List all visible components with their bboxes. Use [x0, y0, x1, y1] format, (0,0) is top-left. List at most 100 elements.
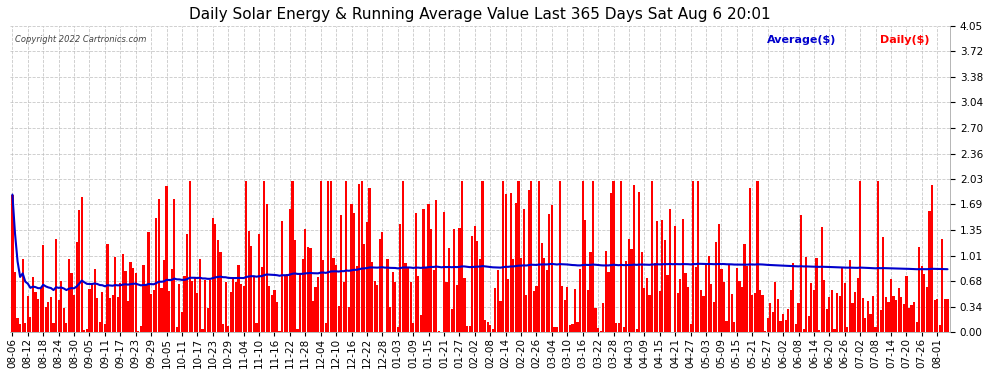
Bar	[872, 296, 874, 332]
Bar	[209, 280, 211, 332]
Bar	[533, 291, 535, 332]
Bar	[905, 276, 908, 332]
Bar	[813, 290, 815, 332]
Bar	[718, 224, 720, 332]
Bar	[764, 331, 766, 332]
Bar	[86, 329, 88, 332]
Bar	[43, 245, 45, 332]
Bar	[296, 328, 299, 332]
Bar	[494, 288, 496, 332]
Bar	[145, 285, 148, 332]
Bar	[78, 210, 80, 332]
Bar	[70, 273, 72, 332]
Bar	[65, 323, 67, 332]
Bar	[541, 243, 543, 332]
Bar	[831, 290, 833, 332]
Bar	[790, 290, 792, 332]
Bar	[661, 220, 663, 332]
Bar	[188, 181, 191, 332]
Bar	[160, 288, 162, 332]
Bar	[238, 266, 240, 332]
Bar	[45, 307, 47, 332]
Bar	[669, 209, 671, 332]
Bar	[320, 181, 322, 332]
Bar	[181, 312, 183, 332]
Bar	[150, 294, 152, 332]
Bar	[225, 282, 227, 332]
Bar	[628, 239, 630, 332]
Bar	[558, 181, 560, 332]
Bar	[99, 322, 101, 332]
Bar	[520, 258, 522, 332]
Bar	[869, 314, 871, 332]
Bar	[777, 298, 779, 332]
Bar	[556, 327, 558, 332]
Bar	[787, 309, 789, 332]
Bar	[207, 308, 209, 332]
Bar	[867, 301, 869, 332]
Bar	[728, 264, 731, 332]
Bar	[119, 283, 122, 332]
Bar	[443, 213, 446, 332]
Bar	[854, 292, 856, 332]
Bar	[766, 318, 769, 332]
Bar	[461, 181, 463, 332]
Bar	[736, 268, 738, 332]
Bar	[196, 293, 198, 332]
Text: Daily($): Daily($)	[879, 35, 929, 45]
Bar	[713, 302, 715, 332]
Bar	[463, 278, 465, 332]
Bar	[743, 244, 745, 332]
Bar	[471, 236, 473, 332]
Bar	[312, 301, 314, 332]
Bar	[14, 272, 16, 332]
Bar	[602, 303, 604, 332]
Bar	[289, 209, 291, 332]
Bar	[75, 242, 78, 332]
Bar	[381, 231, 383, 332]
Bar	[35, 292, 37, 332]
Bar	[341, 214, 343, 332]
Bar	[347, 307, 350, 332]
Bar	[597, 328, 599, 332]
Bar	[386, 260, 389, 332]
Bar	[890, 279, 892, 332]
Bar	[677, 293, 679, 332]
Bar	[363, 244, 365, 332]
Bar	[186, 234, 188, 332]
Bar	[17, 318, 19, 332]
Bar	[739, 281, 741, 332]
Bar	[839, 296, 841, 332]
Bar	[726, 321, 728, 332]
Bar	[792, 263, 794, 332]
Bar	[946, 299, 948, 332]
Bar	[163, 260, 165, 332]
Bar	[779, 321, 782, 332]
Bar	[360, 181, 363, 332]
Bar	[626, 261, 628, 332]
Bar	[330, 181, 332, 332]
Bar	[178, 284, 180, 332]
Bar	[353, 213, 355, 332]
Bar	[155, 219, 157, 332]
Bar	[700, 290, 702, 332]
Bar	[795, 324, 797, 332]
Bar	[479, 260, 481, 332]
Bar	[135, 273, 137, 332]
Bar	[281, 221, 283, 332]
Bar	[926, 288, 928, 332]
Bar	[104, 324, 106, 332]
Bar	[278, 331, 281, 332]
Bar	[502, 181, 504, 332]
Bar	[273, 290, 275, 332]
Bar	[346, 181, 347, 332]
Bar	[22, 259, 24, 332]
Bar	[450, 309, 452, 332]
Bar	[731, 294, 733, 332]
Bar	[631, 249, 633, 332]
Bar	[589, 252, 591, 332]
Bar	[623, 327, 625, 332]
Bar	[615, 322, 617, 332]
Bar	[140, 326, 142, 332]
Bar	[183, 276, 186, 332]
